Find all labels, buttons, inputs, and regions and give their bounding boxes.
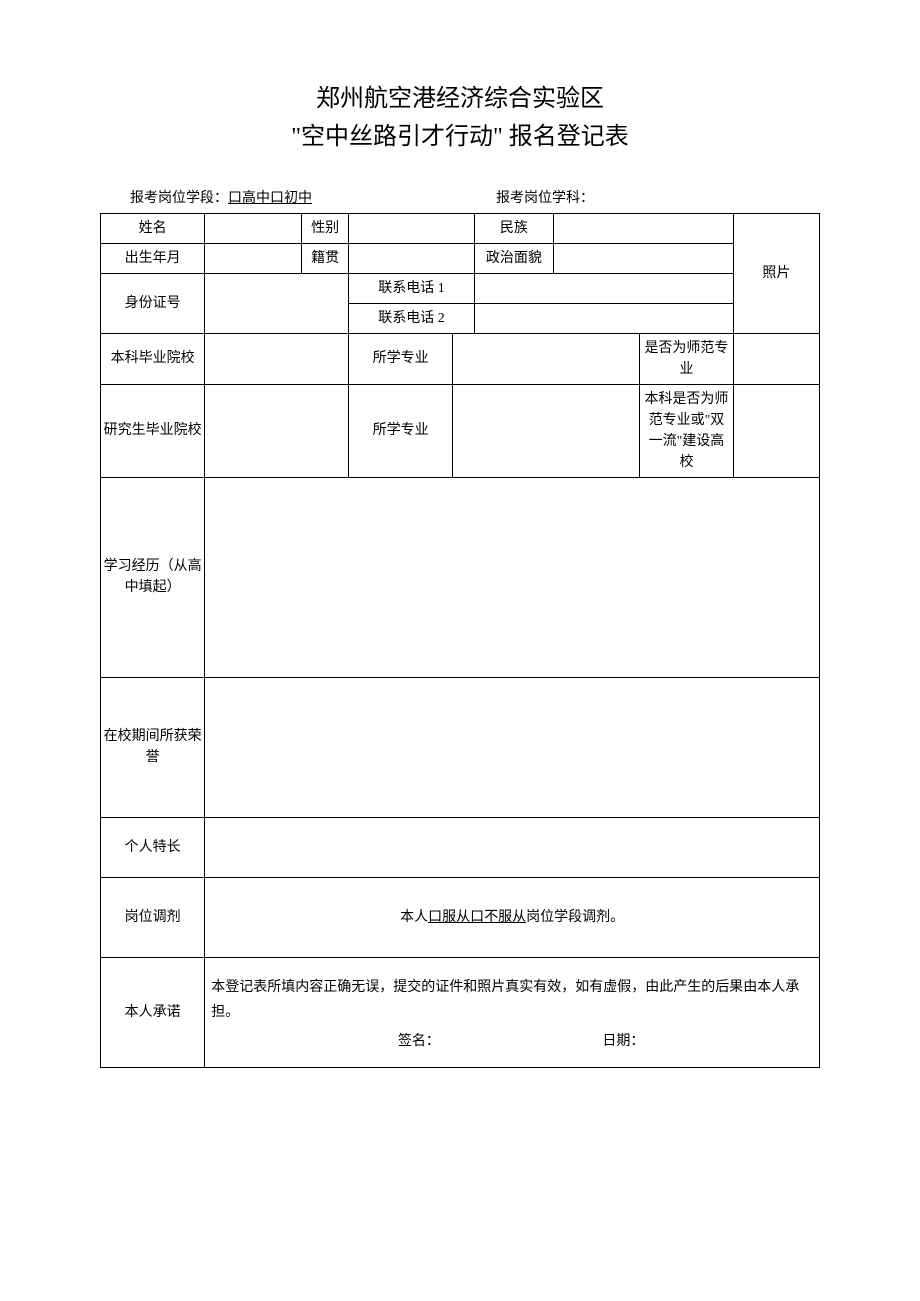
transfer-p1: 本人 [400, 910, 428, 925]
position-header: 报考岗位学段：口高中口初中 报考岗位学科： [100, 187, 820, 213]
label-phone2: 联系电话 2 [349, 303, 475, 333]
input-grad-q[interactable] [733, 384, 819, 477]
input-name[interactable] [205, 213, 302, 243]
stage-label: 报考岗位学段： [130, 191, 228, 206]
registration-form-table: 姓名 性别 民族 照片 出生年月 籍贯 政治面貌 身份证号 联系电话 1 联系电… [100, 213, 820, 1068]
label-edu-history: 学习经历（从高中填起） [101, 477, 205, 677]
signature-label: 签名： [211, 1029, 440, 1054]
commitment-body: 本登记表所填内容正确无误，提交的证件和照片真实有效，如有虚假，由此产生的后果由本… [211, 975, 813, 1025]
signature-field[interactable] [440, 1029, 602, 1054]
label-phone1: 联系电话 1 [349, 273, 475, 303]
stage-options[interactable]: 口高中口初中 [228, 191, 312, 206]
input-ethnic[interactable] [553, 213, 733, 243]
input-edu-history[interactable] [205, 477, 820, 677]
label-commitment: 本人承诺 [101, 957, 205, 1067]
label-politics: 政治面貌 [474, 243, 553, 273]
input-bachelor-major[interactable] [453, 333, 640, 384]
input-birth[interactable] [205, 243, 302, 273]
label-birth: 出生年月 [101, 243, 205, 273]
label-honors: 在校期间所获荣誉 [101, 677, 205, 817]
label-grad: 研究生毕业院校 [101, 384, 205, 477]
page-title: 郑州航空港经济综合实验区 "空中丝路引才行动" 报名登记表 [100, 80, 820, 157]
label-idno: 身份证号 [101, 273, 205, 333]
label-ethnic: 民族 [474, 213, 553, 243]
transfer-cell: 本人口服从口不服从岗位学段调剂。 [205, 877, 820, 957]
label-bachelor: 本科毕业院校 [101, 333, 205, 384]
input-idno[interactable] [205, 273, 349, 333]
label-is-normal: 是否为师范专业 [640, 333, 733, 384]
input-native[interactable] [349, 243, 475, 273]
label-bachelor-major: 所学专业 [349, 333, 453, 384]
input-grad-major[interactable] [453, 384, 640, 477]
input-gender[interactable] [349, 213, 475, 243]
label-native: 籍贯 [302, 243, 349, 273]
label-grad-major: 所学专业 [349, 384, 453, 477]
photo-cell[interactable]: 照片 [733, 213, 819, 333]
input-is-normal[interactable] [733, 333, 819, 384]
date-field[interactable] [663, 1029, 813, 1054]
subject-label: 报考岗位学科： [496, 191, 594, 206]
label-transfer: 岗位调剂 [101, 877, 205, 957]
input-honors[interactable] [205, 677, 820, 817]
input-specialty[interactable] [205, 817, 820, 877]
input-phone1[interactable] [474, 273, 733, 303]
label-specialty: 个人特长 [101, 817, 205, 877]
label-gender: 性别 [302, 213, 349, 243]
input-politics[interactable] [553, 243, 733, 273]
title-line-2: "空中丝路引才行动" 报名登记表 [291, 124, 629, 150]
transfer-p2: 岗位学段调剂。 [526, 910, 624, 925]
title-line-1: 郑州航空港经济综合实验区 [316, 86, 604, 112]
date-label: 日期： [602, 1029, 662, 1054]
transfer-options[interactable]: 口服从口不服从 [428, 910, 526, 925]
input-phone2[interactable] [474, 303, 733, 333]
input-grad[interactable] [205, 384, 349, 477]
label-grad-q: 本科是否为师范专业或"双一流"建设高校 [640, 384, 733, 477]
commitment-cell: 本登记表所填内容正确无误，提交的证件和照片真实有效，如有虚假，由此产生的后果由本… [205, 957, 820, 1067]
label-name: 姓名 [101, 213, 205, 243]
input-bachelor[interactable] [205, 333, 349, 384]
